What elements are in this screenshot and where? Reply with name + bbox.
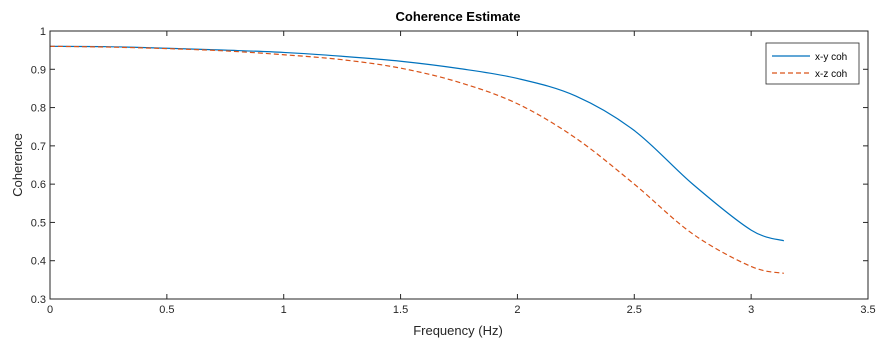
x-tick-label: 3.5 (860, 304, 875, 316)
y-tick-label: 0.3 (31, 294, 46, 306)
x-tick-label: 1 (281, 304, 287, 316)
y-axis-label: Coherence (10, 133, 25, 197)
x-tick-label: 2 (514, 304, 520, 316)
legend-label-xz: x-z coh (815, 69, 847, 80)
x-tick-label: 1.5 (393, 304, 408, 316)
plot-frame (49, 30, 869, 300)
legend-box (765, 42, 860, 85)
x-tick-label: 0 (47, 304, 53, 316)
series-line-xz-coh (49, 45, 784, 274)
x-tick-label: 0.5 (159, 304, 174, 316)
x-tick-labels: 0 0.5 1 1.5 2 2.5 3 3.5 (47, 304, 876, 316)
x-tick-label: 2.5 (627, 304, 642, 316)
y-tick-label: 0.5 (31, 217, 46, 229)
y-tick-label: 0.8 (31, 103, 46, 115)
y-tick-label: 0.7 (31, 141, 46, 153)
legend: x-y coh x-z coh (765, 42, 860, 85)
chart-title: Coherence Estimate (396, 9, 521, 24)
y-tick-label: 0.4 (31, 256, 46, 268)
y-tick-label: 0.6 (31, 179, 46, 191)
legend-label-xy: x-y coh (815, 52, 847, 63)
series-lines (49, 45, 785, 274)
y-tick-label: 1 (40, 26, 46, 38)
y-tick-labels: 0.3 0.4 0.5 0.6 0.7 0.8 0.9 1 (31, 26, 46, 306)
y-tick-label: 0.9 (31, 64, 46, 76)
series-line-xy-coh (49, 45, 785, 242)
x-axis-label: Frequency (Hz) (413, 323, 503, 338)
plot-area (50, 31, 868, 299)
x-tick-label: 3 (748, 304, 754, 316)
axis-ticks (49, 30, 869, 300)
